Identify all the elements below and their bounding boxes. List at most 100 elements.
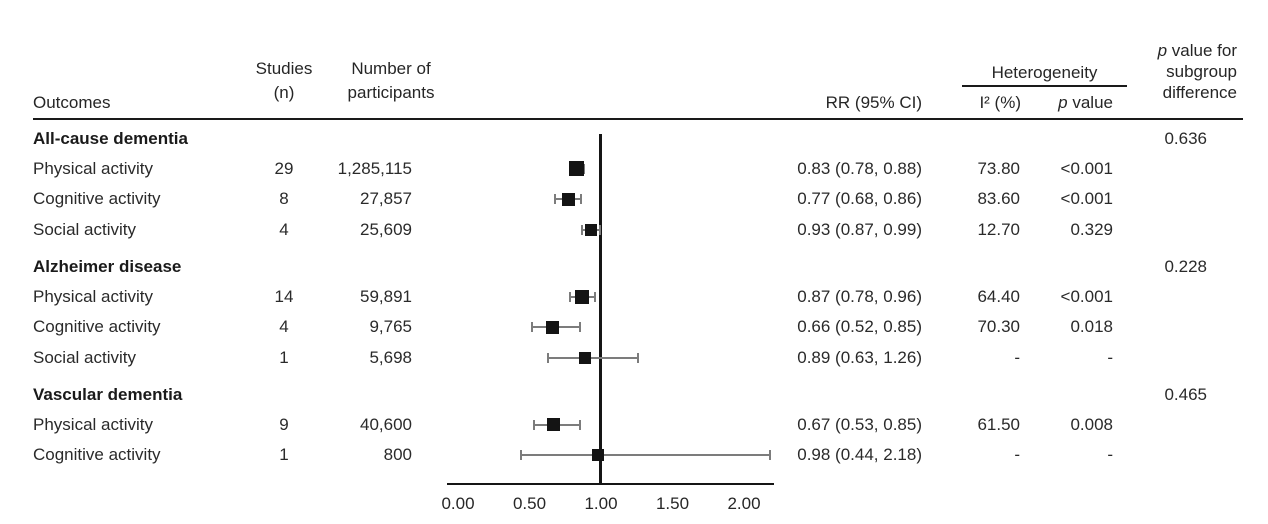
col-header-participants: Number of participants — [316, 57, 466, 105]
col-header-studies-line2: (n) — [273, 83, 295, 102]
effect-square — [547, 418, 561, 431]
participants-cell: 1,285,115 — [337, 158, 412, 178]
studies-cell: 4 — [279, 219, 289, 239]
ci-cap — [594, 291, 597, 302]
x-axis-tick: 0.50 — [512, 494, 547, 513]
ci-cap — [568, 291, 571, 302]
effect-square — [545, 320, 559, 334]
outcome-label: Cognitive activity — [33, 189, 161, 208]
col-header-heterogeneity: Heterogeneity — [991, 63, 1098, 82]
studies-cell: 4 — [279, 317, 289, 336]
group-label: Vascular dementia — [33, 385, 183, 404]
x-axis-line — [447, 483, 774, 485]
i2-cell: 12.70 — [977, 219, 1020, 239]
subgroup-p-italic: p — [1157, 41, 1168, 60]
outcome-label: Physical activity — [33, 414, 153, 434]
x-axis-tick: 1.00 — [584, 494, 618, 513]
effect-square — [579, 351, 592, 364]
ci-cap — [578, 419, 581, 430]
ci-cap — [768, 450, 771, 460]
subgroup-p-cell: 0.228 — [1164, 257, 1207, 276]
subgroup-header-line2: subgroup — [1166, 62, 1237, 81]
ci-cap — [532, 419, 535, 430]
p-cell: <0.001 — [1060, 189, 1113, 208]
rr-cell: 0.89 (0.63, 1.26) — [797, 347, 922, 367]
i2-cell: - — [1014, 347, 1020, 367]
x-axis-tick: 2.00 — [727, 494, 761, 513]
subgroup-header-line1: p value for — [1037, 40, 1237, 61]
rr-cell: 0.77 (0.68, 0.86) — [797, 189, 922, 208]
effect-square — [592, 449, 605, 461]
rr-cell: 0.98 (0.44, 2.18) — [797, 445, 922, 464]
p-cell: <0.001 — [1060, 286, 1113, 306]
participants-cell: 9,765 — [369, 317, 412, 336]
i2-cell: 73.80 — [977, 158, 1020, 178]
ci-cap — [531, 322, 534, 332]
group-header-row: All-cause dementia 0.636 — [0, 124, 1268, 154]
studies-cell: 8 — [279, 189, 289, 208]
studies-cell: 1 — [279, 445, 289, 464]
table-row: Physical activity 9 40,600 0.67 (0.53, 0.85… — [0, 410, 1268, 440]
table-row: Physical activity 14 59,891 0.87 (0.78, 0.9… — [0, 282, 1268, 312]
table-row: Cognitive activity 8 27,857 0.77 (0.68, 0.8… — [0, 184, 1268, 214]
table-row: Social activity 4 25,609 0.93 (0.87, 0.99) 1… — [0, 215, 1268, 245]
outcome-label: Physical activity — [33, 158, 153, 178]
col-header-rr: RR (95% CI) — [825, 93, 922, 112]
p-cell: 0.329 — [1070, 219, 1113, 239]
studies-cell: 29 — [274, 158, 294, 178]
ci-cap — [578, 322, 581, 332]
participants-cell: 800 — [383, 445, 412, 464]
studies-cell: 9 — [279, 414, 289, 434]
group-header-row: Alzheimer disease 0.228 — [0, 252, 1268, 282]
col-header-outcomes: Outcomes — [33, 93, 111, 112]
col-header-p-value: p value — [1013, 92, 1113, 113]
p-cell: - — [1107, 445, 1113, 464]
i2-cell: 83.60 — [977, 189, 1020, 208]
ci-cap — [637, 352, 640, 363]
header-rule — [33, 118, 1243, 120]
subgroup-header-line3: difference — [1162, 83, 1237, 102]
effect-square — [569, 161, 585, 176]
rr-cell: 0.67 (0.53, 0.85) — [797, 414, 922, 434]
p-cell: - — [1107, 347, 1113, 367]
rr-cell: 0.93 (0.87, 0.99) — [797, 219, 922, 239]
ci-whisker — [548, 356, 639, 359]
heterogeneity-underline — [962, 85, 1127, 87]
group-label: Alzheimer disease — [33, 257, 182, 276]
effect-square — [584, 223, 597, 236]
p-italic: p — [1058, 93, 1068, 112]
ci-cap — [579, 194, 582, 204]
ci-cap — [598, 224, 601, 235]
group-label: All-cause dementia — [33, 129, 188, 148]
effect-square — [561, 192, 575, 206]
col-header-subgroup-p: p value for subgroup difference — [1037, 40, 1237, 103]
participants-cell: 5,698 — [369, 347, 412, 367]
i2-cell: - — [1014, 445, 1020, 464]
ci-cap — [554, 194, 557, 204]
p-cell: 0.018 — [1070, 317, 1113, 336]
outcome-label: Physical activity — [33, 286, 153, 306]
rr-cell: 0.87 (0.78, 0.96) — [797, 286, 922, 306]
p-cell: <0.001 — [1060, 158, 1113, 178]
ci-cap — [547, 352, 550, 363]
x-axis-tick: 1.50 — [655, 494, 690, 513]
subgroup-p-cell: 0.465 — [1164, 385, 1207, 404]
subgroup-p-cell: 0.636 — [1164, 129, 1207, 148]
x-axis-tick: 0.00 — [441, 494, 475, 513]
col-header-studies: Studies (n) — [244, 57, 324, 105]
subgroup-p-rest: value for — [1167, 41, 1237, 60]
table-row: Cognitive activity 4 9,765 0.66 (0.52, 0.85… — [0, 312, 1268, 342]
table-row: Social activity 1 5,698 0.89 (0.63, 1.26) - - — [0, 343, 1268, 373]
effect-square — [575, 289, 590, 304]
i2-cell: 64.40 — [977, 286, 1020, 306]
participants-cell: 40,600 — [360, 414, 412, 434]
group-header-row: Vascular dementia 0.465 — [0, 380, 1268, 410]
i2-cell: 70.30 — [977, 317, 1020, 336]
reference-line — [599, 134, 602, 483]
participants-cell: 25,609 — [360, 219, 412, 239]
studies-cell: 1 — [279, 347, 289, 367]
outcome-label: Cognitive activity — [33, 317, 161, 336]
col-header-participants-line2: participants — [347, 83, 435, 102]
ci-cap — [581, 224, 584, 235]
